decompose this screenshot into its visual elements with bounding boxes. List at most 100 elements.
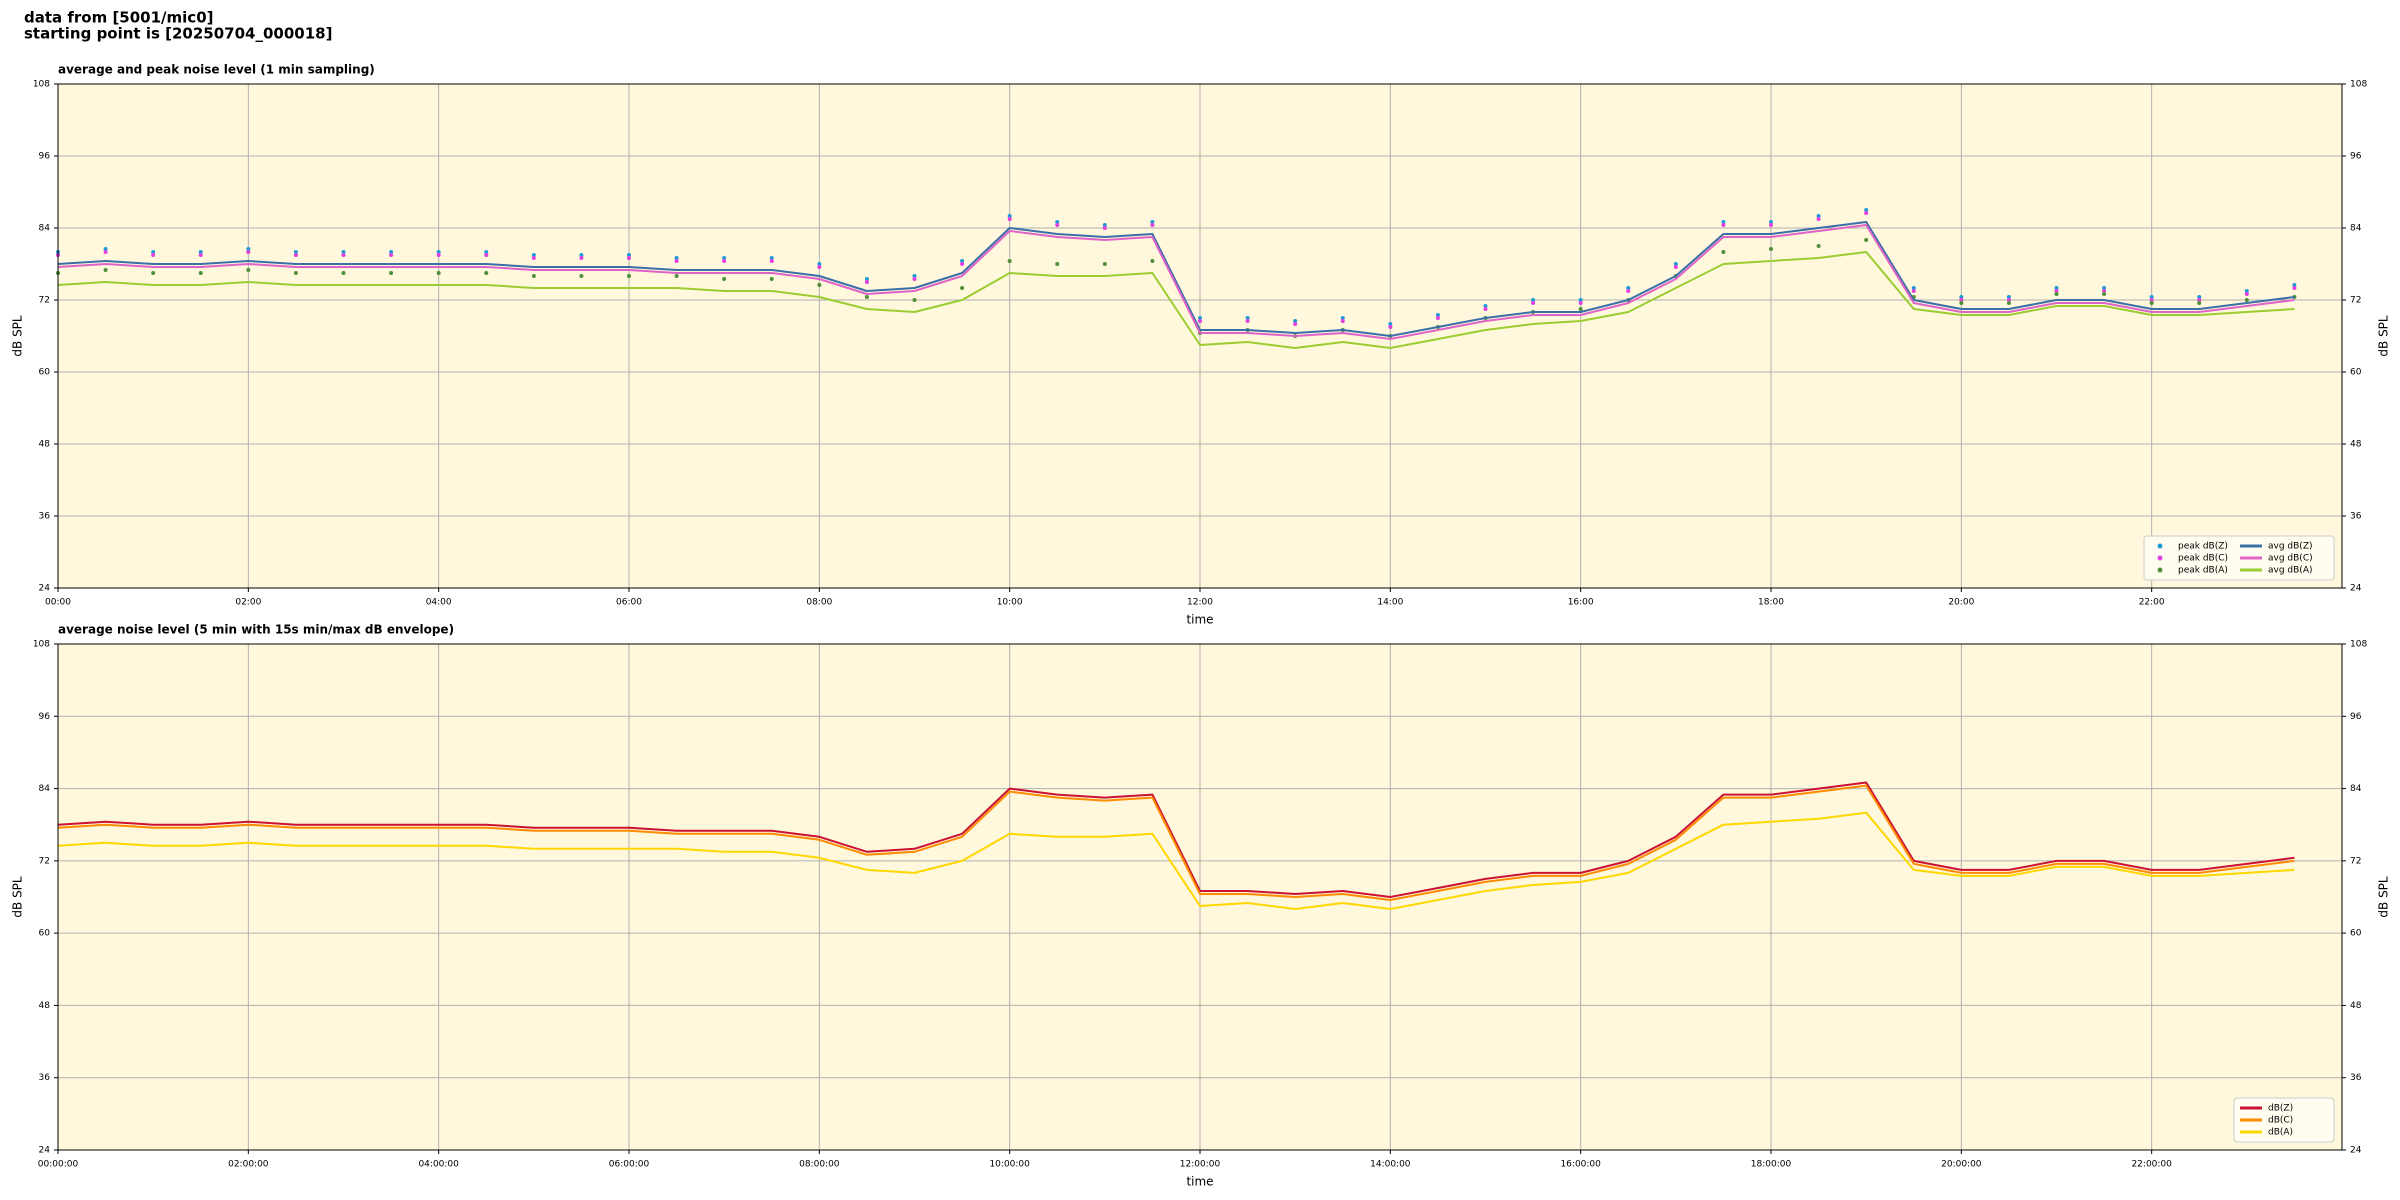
x-tick-label: 02:00 — [235, 598, 261, 608]
legend-label: avg dB(Z) — [2268, 542, 2313, 552]
peak-point — [293, 253, 298, 257]
series-line — [57, 784, 2295, 901]
peak-point — [389, 271, 394, 275]
peak-point — [1673, 265, 1678, 269]
x-tick-label: 08:00:00 — [799, 1160, 840, 1170]
y-tick-label: 72 — [39, 856, 50, 866]
peak-point — [341, 271, 346, 275]
x-tick-label: 08:00 — [806, 598, 832, 608]
peak-point — [2149, 295, 2154, 299]
peak-point — [1816, 214, 1821, 218]
peak-point — [722, 259, 727, 263]
peak-point — [2102, 289, 2107, 293]
peak-point — [627, 256, 631, 260]
peak-point — [627, 274, 631, 278]
y-tick-label: 60 — [2350, 929, 2362, 939]
y-tick-label: 36 — [2350, 1073, 2362, 1083]
chart: average noise level (5 min with 15s min/… — [11, 623, 2391, 1189]
peak-point — [1150, 259, 1155, 263]
y-tick-label: 48 — [39, 440, 51, 450]
y-tick-label: 24 — [39, 584, 51, 594]
y-tick-label: 96 — [39, 712, 51, 722]
peak-point — [769, 277, 774, 281]
y-tick-label: 84 — [39, 784, 51, 794]
y-tick-label: 108 — [33, 80, 50, 90]
peak-point — [2197, 298, 2202, 302]
peak-point — [436, 271, 441, 275]
x-tick-label: 18:00:00 — [1751, 1160, 1792, 1170]
peak-point — [389, 250, 394, 254]
peak-point — [1626, 289, 1631, 293]
peak-point — [674, 274, 679, 278]
peak-point — [103, 250, 108, 254]
peak-point — [484, 271, 489, 275]
peak-point — [674, 256, 679, 260]
peak-point — [1911, 286, 1916, 290]
y-tick-label: 48 — [2350, 1001, 2362, 1011]
peak-point — [1673, 262, 1678, 266]
peak-point — [2006, 298, 2011, 302]
peak-point — [722, 256, 727, 260]
peak-point — [1055, 223, 1060, 227]
series-line — [57, 221, 2295, 337]
plot-frame — [57, 643, 2343, 1151]
peak-point — [436, 250, 441, 254]
peak-point — [579, 256, 584, 260]
peak-point — [579, 274, 584, 278]
peak-point — [2149, 301, 2154, 305]
legend-label: peak dB(Z) — [2178, 542, 2228, 552]
peak-point — [1245, 319, 1250, 323]
legend-label: peak dB(C) — [2178, 554, 2228, 564]
x-tick-label: 16:00:00 — [1560, 1160, 1601, 1170]
y-tick-label: 48 — [2350, 440, 2362, 450]
peak-point — [341, 250, 346, 254]
peak-point — [484, 250, 489, 254]
y-tick-label: 24 — [39, 1146, 51, 1156]
peak-point — [293, 250, 298, 254]
x-tick-label: 14:00 — [1377, 598, 1403, 608]
x-tick-label: 00:00:00 — [38, 1160, 79, 1170]
peak-point — [2102, 286, 2107, 290]
peak-point — [817, 283, 822, 287]
y-tick-label: 48 — [39, 1001, 51, 1011]
peak-point — [1150, 220, 1155, 224]
peak-point — [912, 277, 917, 281]
peak-point — [960, 286, 965, 290]
peak-point — [864, 295, 869, 299]
x-tick-label: 00:00 — [45, 598, 71, 608]
chart-title: average and peak noise level (1 min samp… — [58, 63, 375, 77]
peak-point — [769, 256, 774, 260]
x-tick-label: 22:00 — [2139, 598, 2165, 608]
y-tick-label: 84 — [2350, 224, 2362, 234]
peak-point — [1007, 217, 1012, 221]
peak-point — [1102, 226, 1107, 230]
x-tick-label: 04:00:00 — [418, 1160, 459, 1170]
peak-point — [912, 274, 917, 278]
peak-point — [1293, 319, 1298, 323]
peak-point — [1198, 319, 1202, 323]
x-axis-label: time — [1186, 1175, 1213, 1189]
peak-point — [198, 250, 203, 254]
header-line: starting point is [20250704_000018] — [24, 25, 332, 43]
peak-point — [1102, 262, 1107, 266]
x-tick-label: 14:00:00 — [1370, 1160, 1411, 1170]
peak-point — [1816, 217, 1821, 221]
peak-point — [1531, 298, 1536, 302]
peak-point — [1578, 301, 1583, 305]
peak-point — [1435, 313, 1440, 317]
peak-point — [2054, 289, 2059, 293]
legend-marker — [2157, 555, 2163, 561]
y-tick-label: 72 — [2350, 856, 2361, 866]
peak-point — [2244, 298, 2249, 302]
chart: average and peak noise level (1 min samp… — [11, 63, 2391, 627]
peak-point — [151, 250, 156, 254]
chart-title: average noise level (5 min with 15s min/… — [58, 623, 454, 637]
x-tick-label: 10:00 — [997, 598, 1023, 608]
peak-point — [246, 250, 251, 254]
y-tick-label: 84 — [39, 224, 51, 234]
legend-label: avg dB(A) — [2268, 566, 2312, 576]
peak-point — [1864, 208, 1869, 212]
peak-point — [1388, 325, 1393, 329]
peak-point — [1340, 316, 1345, 320]
x-tick-label: 10:00:00 — [989, 1160, 1030, 1170]
